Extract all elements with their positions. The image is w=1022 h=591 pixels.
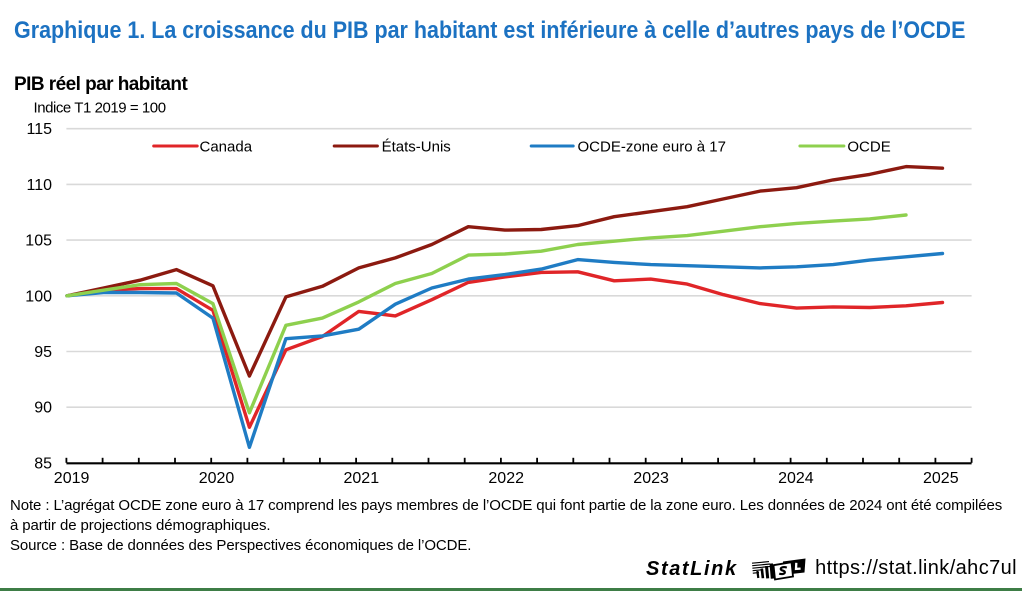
- svg-text:85: 85: [34, 455, 52, 472]
- svg-text:100: 100: [25, 288, 52, 305]
- svg-text:95: 95: [34, 344, 52, 361]
- svg-text:OCDE-zone euro à 17: OCDE-zone euro à 17: [578, 139, 726, 156]
- svg-text:110: 110: [26, 177, 52, 194]
- svg-text:Canada: Canada: [200, 139, 253, 156]
- svg-text:OCDE: OCDE: [847, 139, 890, 156]
- svg-text:2019: 2019: [54, 470, 90, 487]
- svg-text:2022: 2022: [488, 470, 524, 487]
- svg-text:2023: 2023: [633, 470, 669, 487]
- svg-text:2021: 2021: [344, 470, 380, 487]
- svg-text:2025: 2025: [923, 470, 959, 487]
- svg-text:115: 115: [26, 121, 52, 138]
- svg-text:2024: 2024: [778, 470, 814, 487]
- svg-text:Indice T1 2019 = 100: Indice T1 2019 = 100: [34, 100, 166, 117]
- svg-text:90: 90: [34, 400, 52, 417]
- svg-text:105: 105: [25, 233, 52, 250]
- svg-text:2020: 2020: [199, 470, 235, 487]
- svg-text:États-Unis: États-Unis: [382, 139, 451, 156]
